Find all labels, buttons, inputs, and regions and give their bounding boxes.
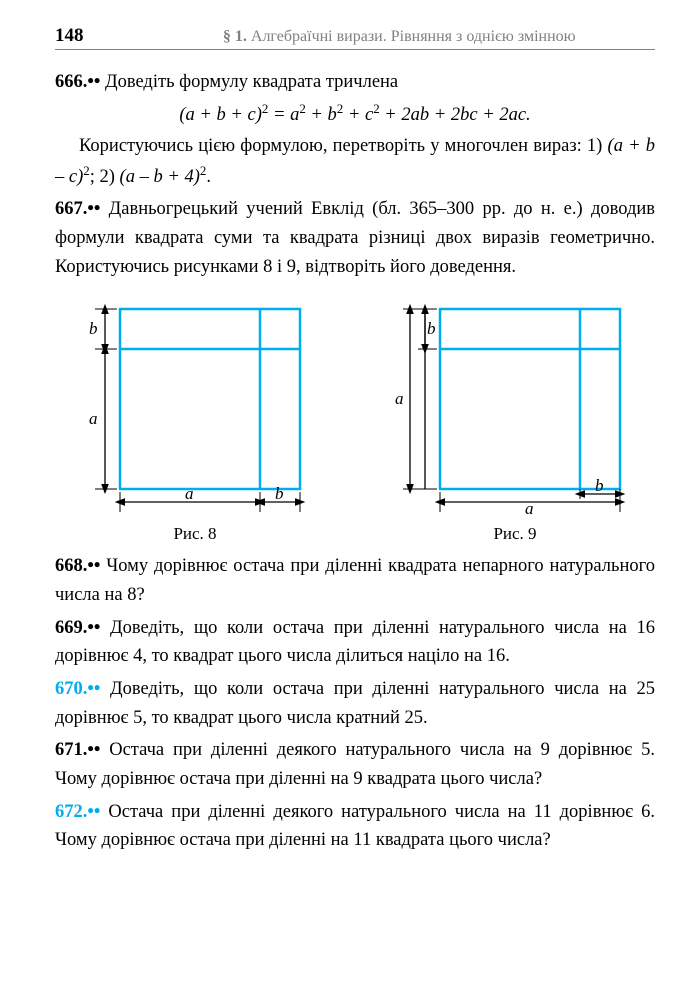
- label-a: a: [395, 389, 404, 408]
- figure-9: b a a b Рис. 9: [375, 299, 655, 544]
- problem-number: 669.••: [55, 618, 100, 638]
- fig9-svg: b a a b: [385, 299, 645, 514]
- sep: ; 2): [90, 167, 115, 187]
- text: Користуючись цією формулою, перетворіть …: [79, 136, 602, 156]
- problem-text: Чому дорівнює остача при діленні квадрат…: [55, 556, 655, 605]
- dot: .: [206, 167, 211, 187]
- problem-text: Остача при діленні деякого натурального …: [55, 740, 655, 789]
- chapter-name: Алгебраїчні вирази. Рівняння з однією зм…: [251, 28, 576, 45]
- label-b: b: [89, 319, 98, 338]
- figures-row: b a a b Рис. 8: [55, 299, 655, 544]
- problem-671: 671.•• Остача при діленні деякого натура…: [55, 736, 655, 793]
- problem-668: 668.•• Чому дорівнює остача при діленні …: [55, 552, 655, 609]
- figure-8: b a a b Рис. 8: [55, 299, 335, 544]
- label-b2: b: [595, 476, 604, 495]
- formula-666: (a + b + c)2 = a2 + b2 + c2 + 2ab + 2bc …: [55, 101, 655, 126]
- problem-669: 669.•• Доведіть, що коли остача при діле…: [55, 614, 655, 671]
- expr2: (a – b + 4): [120, 167, 200, 187]
- problem-670: 670.•• Доведіть, що коли остача при діле…: [55, 675, 655, 732]
- problem-666-cont: Користуючись цією формулою, перетворіть …: [55, 132, 655, 192]
- label-a: a: [89, 409, 98, 428]
- label-a2: a: [525, 499, 534, 514]
- problem-text: Остача при діленні деякого натурального …: [55, 802, 655, 851]
- page-header: 148 § 1. Алгебраїчні вирази. Рівняння з …: [55, 25, 655, 50]
- problem-666: 666.•• Доведіть формулу квадрата тричлен…: [55, 68, 655, 97]
- label-b: b: [427, 319, 436, 338]
- fig8-svg: b a a b: [65, 299, 325, 514]
- problem-672: 672.•• Остача при діленні деякого натура…: [55, 798, 655, 855]
- label-b2: b: [275, 484, 284, 503]
- problem-text: Доведіть формулу квадрата тричлена: [105, 72, 398, 92]
- problem-number: 671.••: [55, 740, 100, 760]
- chapter-title: § 1. Алгебраїчні вирази. Рівняння з одні…: [144, 28, 656, 46]
- problem-text: Доведіть, що коли остача при діленні нат…: [55, 679, 655, 728]
- problem-text: Доведіть, що коли остача при діленні нат…: [55, 618, 655, 667]
- page-number: 148: [55, 25, 84, 47]
- page: 148 § 1. Алгебраїчні вирази. Рівняння з …: [0, 0, 695, 992]
- problem-number: 670.••: [55, 679, 100, 699]
- chapter-prefix: § 1.: [223, 28, 247, 45]
- problem-number: 668.••: [55, 556, 100, 576]
- problem-number: 672.••: [55, 802, 100, 822]
- problem-number: 666.••: [55, 72, 100, 92]
- fig8-caption: Рис. 8: [55, 524, 335, 544]
- problem-text: Давньогрецький учений Евклід (бл. 365–30…: [55, 199, 655, 276]
- problem-number: 667.••: [55, 199, 100, 219]
- problem-667: 667.•• Давньогрецький учений Евклід (бл.…: [55, 195, 655, 281]
- label-a2: a: [185, 484, 194, 503]
- fig9-caption: Рис. 9: [375, 524, 655, 544]
